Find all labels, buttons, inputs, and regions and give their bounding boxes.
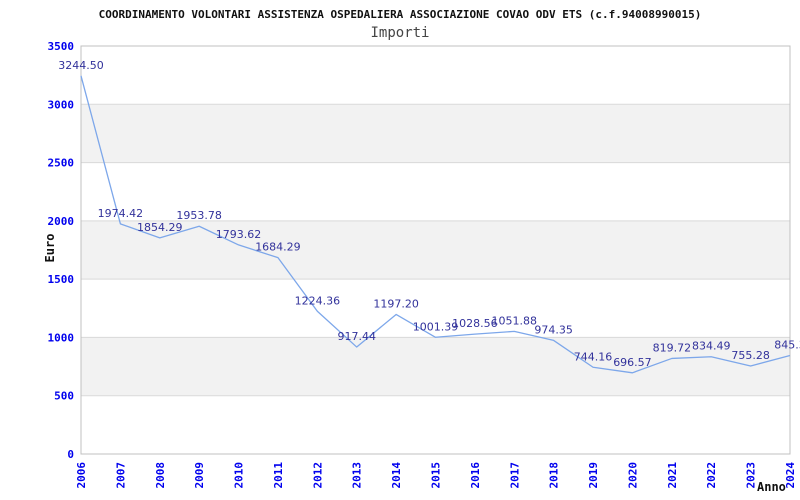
plot-band [81,104,790,163]
y-tick-label: 2500 [48,157,75,170]
data-label: 1793.62 [216,228,262,241]
y-tick-label: 3500 [48,40,75,53]
x-tick-label: 2011 [272,462,285,489]
plot-band [81,337,790,396]
data-label: 974.35 [534,323,573,336]
x-tick-label: 2024 [784,462,797,489]
x-tick-label: 2019 [587,462,600,489]
plot-border [80,45,791,455]
data-label: 819.72 [653,341,692,354]
plot-band [81,395,790,454]
y-tick-label: 3000 [48,98,75,111]
data-label: 1197.20 [373,297,419,310]
y-tick-label: 500 [54,390,74,403]
x-tick-label: 2022 [705,462,718,489]
x-tick-label: 2014 [390,462,403,489]
data-label: 755.28 [731,349,770,362]
x-tick-label: 2023 [745,462,758,489]
y-tick-label: 2000 [48,215,75,228]
data-label: 696.57 [613,356,652,369]
chart-title: COORDINAMENTO VOLONTARI ASSISTENZA OSPED… [98,8,702,21]
plot-band [81,162,790,221]
data-label: 1974.42 [98,207,144,220]
x-tick-label: 2021 [666,462,679,489]
y-tick-label: 1500 [48,273,75,286]
x-tick-label: 2017 [508,462,521,489]
data-label: 1224.36 [295,294,341,307]
data-label: 834.49 [692,340,731,353]
plot-band [81,220,790,280]
x-axis-title: Anno [757,480,786,494]
x-tick-label: 2016 [469,462,482,489]
x-tick-label: 2018 [548,462,561,489]
data-label: 845.3 [774,338,800,351]
data-label: 1854.29 [137,221,183,234]
x-tick-label: 2010 [233,462,246,489]
data-label: 1953.78 [176,209,222,222]
x-tick-label: 2006 [75,462,88,489]
data-label: 1028.56 [452,317,498,330]
data-label: 917.44 [337,330,376,343]
x-tick-label: 2008 [154,462,167,489]
data-label: 1001.39 [413,320,459,333]
x-tick-label: 2020 [626,462,639,489]
data-label: 1684.29 [255,241,301,254]
x-tick-label: 2012 [311,462,324,489]
plot-band [81,46,790,105]
data-line [80,75,791,374]
plot-band [81,279,790,338]
x-tick-label: 2007 [114,462,127,489]
x-tick-label: 2009 [193,462,206,489]
data-label: 1051.88 [492,314,538,327]
data-label: 744.16 [574,350,613,363]
x-tick-label: 2015 [430,462,443,489]
data-label: 3244.50 [58,59,104,72]
x-tick-label: 2013 [351,462,364,489]
y-tick-label: 0 [67,448,74,461]
chart-subtitle: Importi [370,25,430,41]
y-tick-label: 1000 [48,331,75,344]
